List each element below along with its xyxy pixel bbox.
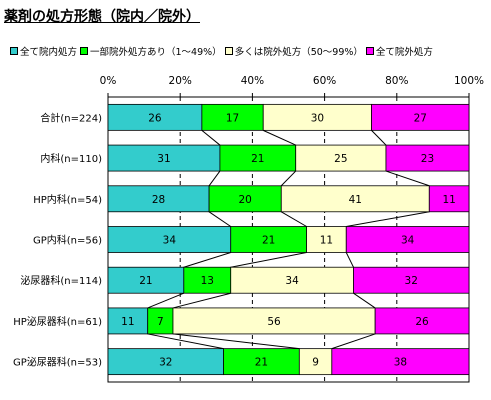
data-label: 21 xyxy=(255,357,268,369)
bar-segment xyxy=(280,185,430,213)
bar-segment xyxy=(345,226,470,253)
bar-segment xyxy=(428,185,470,213)
series-line xyxy=(353,292,376,309)
legend-label: 多くは院外処方（50～99%） xyxy=(234,47,363,58)
data-label: 34 xyxy=(285,275,299,287)
bar-segment xyxy=(371,103,470,131)
x-tick-label: 100% xyxy=(454,75,484,87)
data-label: 30 xyxy=(311,112,324,124)
data-label: 7 xyxy=(157,316,164,328)
series-line xyxy=(172,333,300,350)
series-line xyxy=(208,170,221,187)
x-tick-label: 80% xyxy=(385,75,408,87)
data-label: 23 xyxy=(421,153,434,165)
series-line xyxy=(345,252,354,268)
bar-segment xyxy=(230,266,354,294)
category-label: 合計(n=224) xyxy=(40,111,102,124)
data-label: 25 xyxy=(334,153,347,165)
x-tick-label: 0% xyxy=(100,75,117,87)
data-label: 56 xyxy=(267,316,281,328)
chart-title: 薬剤の処方形態（院内／院外） xyxy=(4,9,200,25)
data-label: 27 xyxy=(414,112,427,124)
data-label: 32 xyxy=(159,357,172,369)
series-line xyxy=(371,130,387,146)
bar-segment xyxy=(107,348,224,376)
data-label: 21 xyxy=(251,153,264,165)
data-label: 26 xyxy=(148,112,162,124)
bar-segment xyxy=(374,307,470,335)
series-line xyxy=(280,170,297,187)
legend-label: 一部院外処方あり（1～49%） xyxy=(90,47,222,58)
legend-swatch xyxy=(365,47,374,55)
data-label: 9 xyxy=(312,357,319,369)
series-line xyxy=(331,333,376,350)
bar-segment xyxy=(107,307,149,335)
bar-segment xyxy=(172,307,376,335)
data-label: 11 xyxy=(320,235,333,247)
data-label: 34 xyxy=(401,235,415,247)
data-label: 38 xyxy=(394,357,407,369)
bar-segment xyxy=(230,226,307,253)
x-tick-label: 60% xyxy=(313,75,336,87)
category-label: HP内科(n=54) xyxy=(33,193,102,206)
series-line xyxy=(281,211,307,227)
data-label: 20 xyxy=(238,194,251,206)
bar-segment xyxy=(107,266,185,294)
series-line xyxy=(201,129,221,146)
bar-segment xyxy=(385,144,470,172)
data-label: 28 xyxy=(152,194,165,206)
legend-swatch xyxy=(224,47,233,55)
bar-segment xyxy=(208,185,282,213)
bar-segment xyxy=(183,266,232,294)
bar-segment xyxy=(353,266,470,294)
bar-segment xyxy=(223,348,300,376)
series-line xyxy=(147,292,184,309)
data-label: 17 xyxy=(226,112,239,124)
series-line xyxy=(346,211,430,227)
legend-item: 全て院外処方 xyxy=(365,44,433,58)
data-label: 41 xyxy=(349,194,362,206)
legend-item: 全て院内処方 xyxy=(10,44,77,58)
category-label: 内科(n=110) xyxy=(40,152,102,165)
data-label: 11 xyxy=(121,316,134,328)
legend-label: 全て院外処方 xyxy=(375,47,433,58)
series-line xyxy=(230,252,307,268)
series-line xyxy=(172,292,231,309)
legend-swatch xyxy=(80,47,89,55)
series-line xyxy=(385,170,430,187)
data-label: 11 xyxy=(442,194,455,206)
legend-item: 多くは院外処方（50～99%） xyxy=(224,44,363,58)
bar-segment xyxy=(201,103,264,131)
bar-segment xyxy=(331,348,470,376)
category-label: 泌尿器科(n=114) xyxy=(20,274,102,287)
legend-swatch xyxy=(10,47,18,55)
bar-segment xyxy=(107,185,210,213)
series-line xyxy=(147,333,224,350)
bar-segment xyxy=(298,348,333,376)
category-label: GP内科(n=56) xyxy=(33,234,102,247)
category-label: HP泌尿器科(n=61) xyxy=(13,315,102,328)
data-label: 31 xyxy=(157,153,170,165)
data-label: 21 xyxy=(139,275,152,287)
data-label: 26 xyxy=(415,316,429,328)
bar-segment xyxy=(219,144,297,172)
bar-segment xyxy=(306,226,347,253)
data-label: 32 xyxy=(405,275,418,287)
bar-segment xyxy=(262,103,372,131)
series-line xyxy=(208,211,232,227)
x-tick-label: 40% xyxy=(241,75,264,87)
data-label: 21 xyxy=(262,235,275,247)
legend: 全て院内処方 一部院外処方あり（1～49%） 多くは院外処方（50～99%） 全て院外… xyxy=(10,44,436,58)
series-line xyxy=(263,129,296,146)
data-label: 34 xyxy=(163,235,177,247)
bar-segment xyxy=(107,103,203,131)
legend-item: 一部院外処方あり（1～49%） xyxy=(80,44,222,58)
series-line xyxy=(183,252,231,268)
data-label: 13 xyxy=(201,275,214,287)
category-label: GP泌尿器科(n=53) xyxy=(13,356,102,369)
legend-label: 全て院内処方 xyxy=(20,47,78,58)
x-tick-label: 20% xyxy=(169,75,192,87)
